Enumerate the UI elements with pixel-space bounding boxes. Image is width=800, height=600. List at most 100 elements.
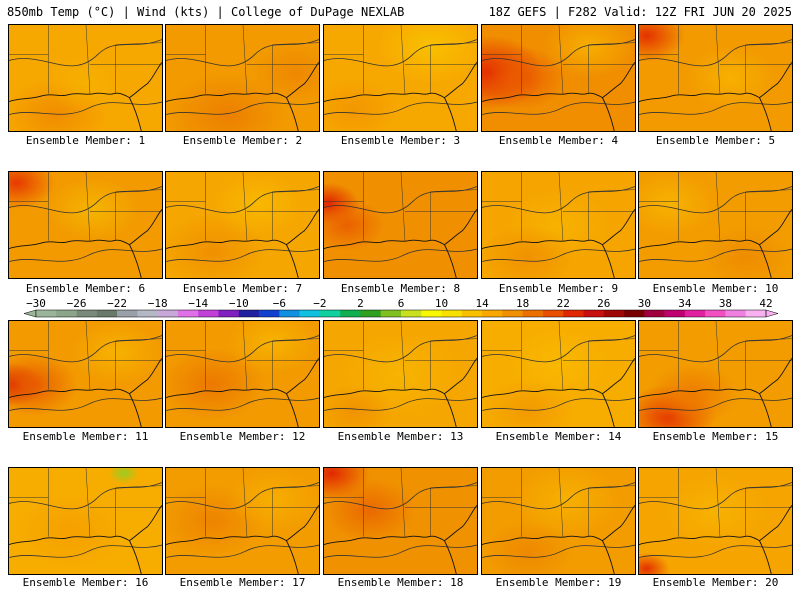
ensemble-member-map: [8, 320, 163, 428]
state-borders: [324, 172, 477, 241]
colorbar-segment: [279, 310, 300, 317]
height-contour: [9, 544, 162, 559]
colorbar-outline: [35, 309, 767, 318]
ensemble-member-map: [165, 320, 320, 428]
ensemble-member-label: Ensemble Member: 20: [652, 576, 779, 589]
coastline: [166, 358, 319, 427]
colorbar-segment: [563, 310, 584, 317]
ensemble-member-label: Ensemble Member: 9: [498, 282, 619, 295]
temperature-anomaly-blob: [639, 25, 685, 63]
colorbar-segment: [644, 310, 665, 317]
height-contour: [639, 101, 792, 116]
temperature-anomaly-blob: [324, 384, 393, 427]
temperature-anomaly-blob: [227, 321, 319, 374]
ensemble-member-map: [8, 467, 163, 575]
height-contour: [166, 186, 319, 214]
ensemble-member-map: [481, 467, 636, 575]
ensemble-member-map: [323, 171, 478, 279]
height-contour: [482, 397, 635, 412]
ensemble-member-map: [481, 24, 636, 132]
coastline: [9, 209, 162, 278]
coastline: [324, 358, 477, 427]
ensemble-member-label: Ensemble Member: 12: [179, 430, 306, 443]
coastline: [9, 62, 162, 131]
height-contour: [482, 101, 635, 116]
temperature-anomaly-blob: [166, 347, 266, 422]
colorbar-tick-label: 6: [398, 297, 405, 310]
height-contour: [482, 544, 635, 559]
height-contour: [166, 482, 319, 510]
state-borders: [482, 25, 635, 94]
colorbar-segment: [502, 310, 523, 317]
coastline: [9, 505, 162, 574]
height-contour: [166, 248, 319, 263]
height-contour: [324, 482, 477, 510]
temperature-anomaly-blob: [9, 352, 78, 417]
ensemble-member-map: [165, 24, 320, 132]
height-contour: [9, 397, 162, 412]
temperature-anomaly-blob: [512, 468, 620, 537]
colorbar-tick-label: −14: [188, 297, 208, 310]
temperature-anomaly-blob: [639, 552, 670, 574]
temperature-anomaly-blob: [324, 478, 416, 543]
ensemble-member-label: Ensemble Member: 13: [337, 430, 464, 443]
colorbar-segment: [96, 310, 118, 317]
state-borders: [166, 172, 319, 241]
state-borders: [639, 172, 792, 241]
colorbar-segment: [624, 310, 645, 317]
colorbar-segment: [259, 310, 280, 317]
colorbar-segment: [380, 310, 402, 317]
temperature-anomaly-blob: [661, 473, 770, 548]
temperature-anomaly-blob: [16, 494, 124, 569]
temperature-anomaly-blob: [377, 25, 477, 84]
ensemble-member-map: [481, 171, 636, 279]
ensemble-member-label: Ensemble Member: 16: [22, 576, 149, 589]
ensemble-member-map: [638, 24, 793, 132]
map-title: 850mb Temp (°C) | Wind (kts) | College o…: [7, 5, 405, 19]
state-borders: [166, 25, 319, 94]
height-contour: [482, 248, 635, 263]
colorbar-max-arrow: [765, 309, 779, 318]
coastline: [324, 209, 477, 278]
coastline: [482, 209, 635, 278]
height-contour: [324, 335, 477, 363]
colorbar-segment: [664, 310, 686, 317]
coastline: [166, 209, 319, 278]
ensemble-member-map: [323, 320, 478, 428]
colorbar-tick-label: −6: [273, 297, 286, 310]
colorbar-segment: [137, 310, 158, 317]
ensemble-member-label: Ensemble Member: 2: [182, 134, 303, 147]
ensemble-member-map: [638, 467, 793, 575]
height-contour: [324, 397, 477, 412]
height-contour: [9, 101, 162, 116]
colorbar-tick-label: 18: [516, 297, 529, 310]
temperature-anomaly-blob: [9, 172, 55, 210]
height-contour: [639, 335, 792, 363]
state-borders: [9, 468, 162, 537]
ensemble-member-map: [165, 467, 320, 575]
state-borders: [166, 321, 319, 390]
height-contour: [166, 544, 319, 559]
height-contour: [639, 544, 792, 559]
height-contour: [324, 101, 477, 116]
height-contour: [9, 248, 162, 263]
colorbar-segment: [360, 310, 382, 317]
colorbar-segment: [522, 310, 544, 317]
colorbar-segment: [56, 310, 77, 317]
colorbar-segment: [299, 310, 321, 317]
ensemble-member-map: [323, 24, 478, 132]
ensemble-member-label: Ensemble Member: 5: [655, 134, 776, 147]
state-borders: [639, 468, 792, 537]
colorbar-tick-label: 30: [638, 297, 651, 310]
colorbar-tick-label: 42: [759, 297, 772, 310]
colorbar-segment: [157, 310, 179, 317]
colorbar-segment: [705, 310, 726, 317]
height-contour: [9, 186, 162, 214]
temperature-anomaly-blob: [108, 468, 140, 484]
temperature-anomaly-blob: [482, 379, 574, 427]
temperature-anomaly-blob: [646, 363, 739, 427]
state-borders: [324, 321, 477, 390]
ensemble-member-label: Ensemble Member: 19: [495, 576, 622, 589]
colorbar-tick-label: −22: [107, 297, 127, 310]
temperature-anomaly-blob: [227, 468, 319, 532]
